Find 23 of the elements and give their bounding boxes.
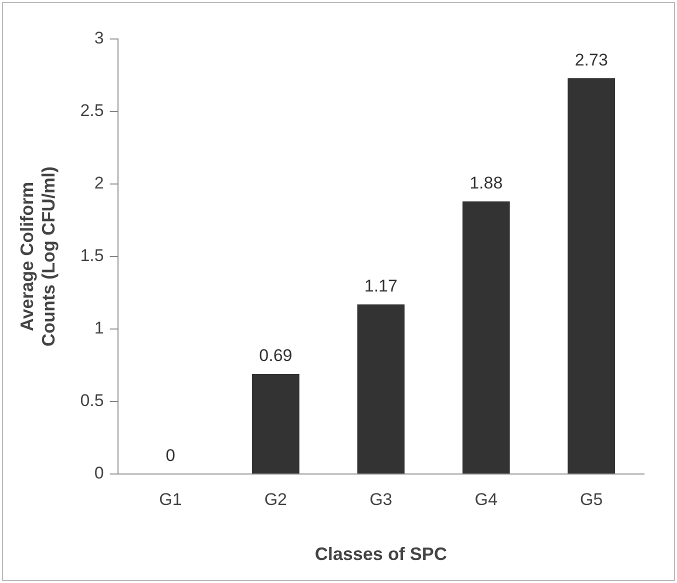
x-tick-label: G3: [370, 490, 392, 509]
data-label: 1.88: [470, 174, 503, 193]
y-tick-label: 1.5: [80, 246, 104, 266]
data-label: 1.17: [364, 276, 398, 296]
data-label: 0: [166, 446, 176, 466]
y-tick-label: 0.5: [80, 391, 104, 410]
x-axis-title: Classes of SPC: [314, 544, 447, 564]
data-label: 2.73: [574, 50, 608, 70]
x-tick-label: G4: [474, 490, 498, 509]
x-tick-label: G1: [159, 490, 182, 509]
y-tick-label: 3: [94, 28, 104, 48]
x-tick-label: G2: [264, 490, 288, 509]
x-tick-label: G5: [580, 490, 603, 509]
y-tick-label: 2: [94, 174, 104, 193]
y-tick-label: 2.5: [80, 101, 104, 120]
y-axis-title: Average Coliform Counts (Log CFU/ml): [16, 166, 58, 346]
y-tick-label: 1: [94, 318, 104, 338]
bar: [252, 374, 300, 474]
bar: [462, 201, 510, 474]
bar: [568, 78, 616, 474]
data-label: 0.69: [259, 346, 292, 366]
bar: [357, 304, 405, 474]
y-tick-label: 0: [94, 464, 104, 483]
